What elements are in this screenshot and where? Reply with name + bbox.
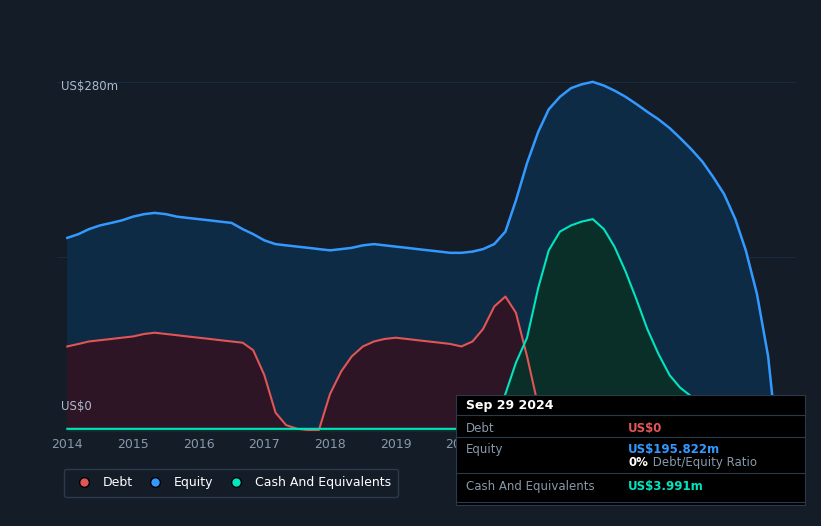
- Text: US$0: US$0: [62, 400, 92, 413]
- Text: US$3.991m: US$3.991m: [628, 480, 704, 493]
- Text: Sep 29 2024: Sep 29 2024: [466, 399, 553, 412]
- Text: Debt: Debt: [466, 422, 494, 435]
- Text: US$280m: US$280m: [62, 80, 118, 93]
- Text: Cash And Equivalents: Cash And Equivalents: [466, 480, 594, 493]
- Text: Equity: Equity: [466, 443, 503, 456]
- Text: US$195.822m: US$195.822m: [628, 443, 720, 456]
- Legend: Debt, Equity, Cash And Equivalents: Debt, Equity, Cash And Equivalents: [64, 469, 398, 497]
- Text: Debt/Equity Ratio: Debt/Equity Ratio: [649, 456, 757, 469]
- Text: 0%: 0%: [628, 456, 648, 469]
- Text: US$0: US$0: [628, 422, 663, 435]
